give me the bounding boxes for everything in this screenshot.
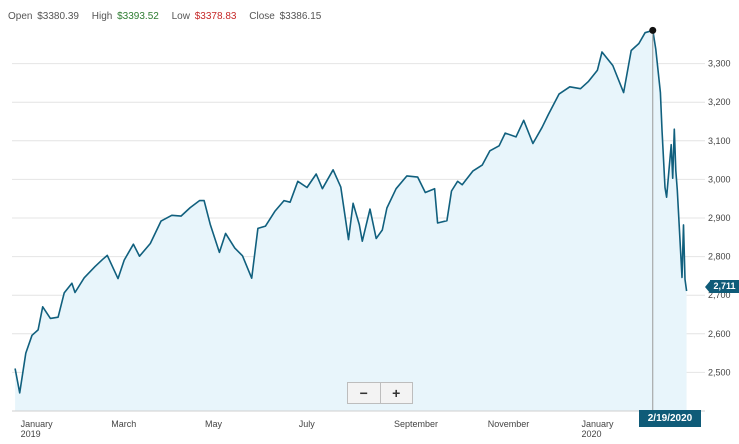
ohlc-readout: Open $3380.39 High $3393.52 Low $3378.83…	[8, 11, 331, 22]
high-label: High	[91, 11, 113, 22]
price-area-fill	[15, 30, 687, 412]
open-value: $3380.39	[37, 11, 79, 22]
x-tick-year: 2019	[21, 429, 41, 439]
y-tick-label: 3,100	[708, 136, 731, 146]
price-line[interactable]	[14, 29, 688, 394]
zoom-out-button[interactable]: −	[348, 383, 380, 403]
close-value: $3386.15	[279, 11, 322, 22]
x-tick-label: November	[488, 419, 530, 429]
x-tick-label: January	[21, 419, 54, 429]
y-tick-label: 2,900	[708, 213, 731, 223]
zoom-divider	[379, 383, 381, 403]
y-axis-ticks: 2,500 2,600 2,700 2,800 2,900 3,000 3,100 3,200…	[708, 59, 731, 378]
y-tick-label: 3,200	[708, 97, 731, 107]
x-tick-label: January	[581, 419, 614, 429]
x-tick-label: May	[205, 419, 223, 429]
open-label: Open	[8, 11, 33, 22]
x-tick-year: 2020	[581, 429, 601, 439]
close-label: Close	[249, 11, 275, 22]
crosshair-date-badge: 2/19/2020	[639, 410, 701, 427]
high-value: $3393.52	[117, 11, 159, 22]
last-price-badge: 2,711	[705, 280, 739, 293]
x-tick-label: March	[111, 419, 136, 429]
y-tick-label: 2,600	[708, 329, 731, 339]
y-tick-label: 2,800	[708, 252, 731, 262]
y-tick-label: 3,000	[708, 174, 731, 184]
zoom-in-button[interactable]: +	[381, 383, 413, 403]
x-tick-label: July	[299, 419, 316, 429]
x-tick-label: September	[394, 419, 438, 429]
low-value: $3378.83	[194, 11, 237, 22]
zoom-controls: − +	[347, 382, 413, 404]
y-tick-label: 3,300	[708, 59, 731, 69]
hover-marker	[649, 26, 657, 34]
low-label: Low	[171, 11, 190, 22]
y-tick-label: 2,700	[708, 290, 731, 300]
y-tick-label: 2,500	[708, 367, 731, 377]
